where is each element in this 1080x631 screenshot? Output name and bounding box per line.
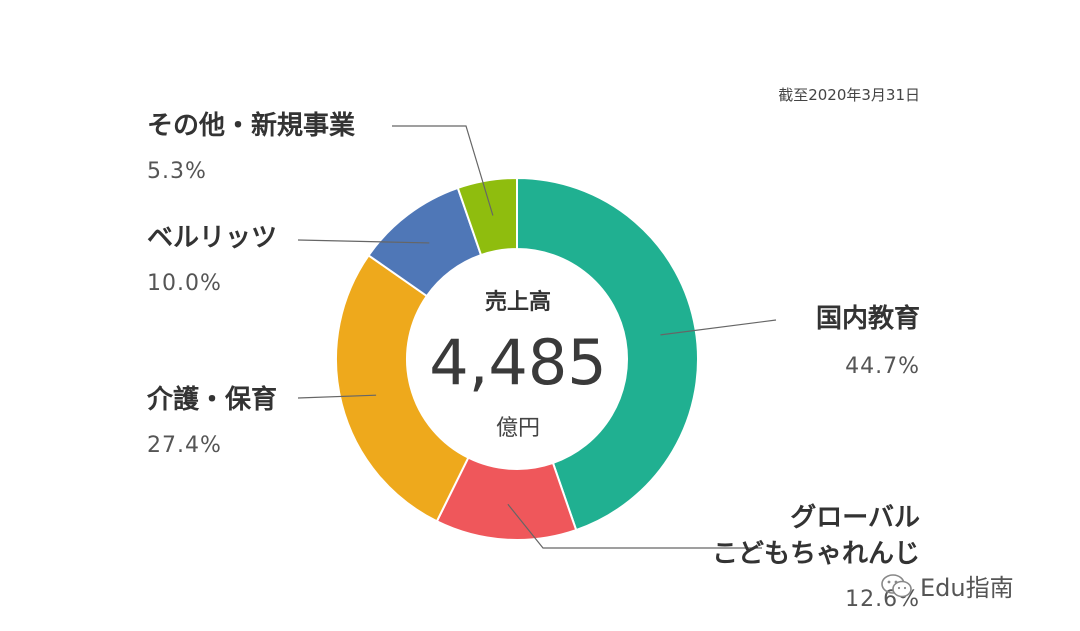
- slice-label-global-kodomo-line2: こどもちゃれんじ: [711, 539, 920, 569]
- slice-label-global-kodomo-line1: グローバル: [790, 503, 920, 533]
- leader-line-global-kodomo: [507, 503, 762, 549]
- center-unit: 億円: [495, 416, 540, 441]
- slice-label-care-nursery: 介護・保育: [147, 385, 278, 415]
- slice-value-other-new-business: 5.3%: [147, 159, 207, 184]
- slice-label-domestic-education: 国内教育: [815, 304, 920, 334]
- donut-slice-other-new-business: [456, 176, 518, 257]
- center-title: 売上高: [484, 290, 551, 315]
- slice-label-berlitz: ベルリッツ: [147, 223, 278, 253]
- leader-line-domestic-education: [660, 319, 777, 336]
- leader-line-berlitz: [297, 239, 430, 244]
- donut-slice-domestic-education: [516, 176, 699, 532]
- center-total-value: 4,485: [429, 326, 607, 399]
- slice-label-other-new-business: その他・新規事業: [147, 111, 356, 141]
- watermark-text: Edu指南: [920, 574, 1014, 602]
- donut-slice-care-nursery: [335, 253, 470, 523]
- slice-value-care-nursery: 27.4%: [147, 433, 222, 458]
- leader-line-care-nursery: [297, 394, 377, 399]
- slice-value-berlitz: 10.0%: [147, 271, 222, 296]
- wechat-icon: [881, 573, 912, 597]
- as-of-date: 截至2020年3月31日: [778, 86, 920, 104]
- watermark: Edu指南: [880, 568, 1014, 603]
- leader-line-other-new-business: [392, 125, 494, 216]
- slice-value-domestic-education: 44.7%: [845, 354, 920, 379]
